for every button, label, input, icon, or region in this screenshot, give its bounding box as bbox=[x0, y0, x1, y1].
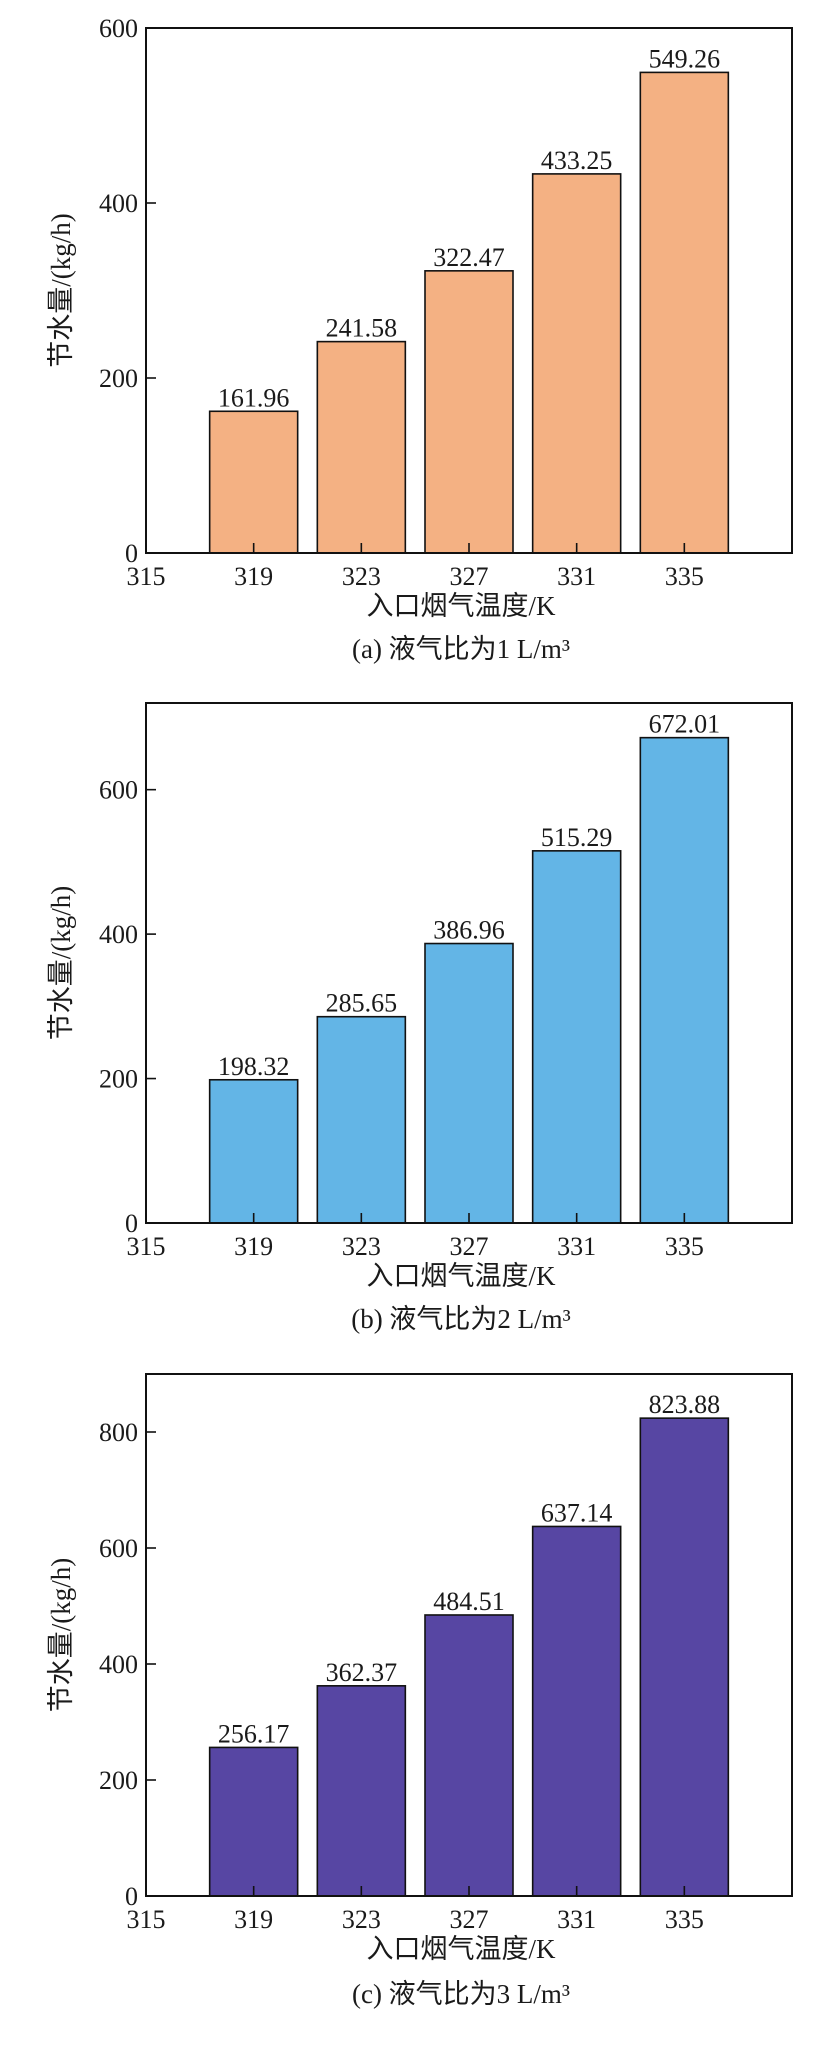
chart-panel-a: 315 319 323 327 331 335 0 200 400 600 161.96 241.58… bbox=[46, 14, 793, 664]
data-label: 637.14 bbox=[541, 1498, 613, 1527]
x-tick-label: 315 bbox=[127, 1905, 166, 1934]
bar bbox=[639, 1417, 730, 1897]
x-tick-label: 323 bbox=[342, 562, 381, 591]
y-tick-label: 200 bbox=[99, 364, 138, 393]
y-axis-title: 节水量/(kg/h) bbox=[46, 886, 76, 1041]
x-tick-label: 319 bbox=[234, 1905, 273, 1934]
data-label: 823.88 bbox=[649, 1390, 721, 1419]
y-tick-label: 0 bbox=[125, 1209, 138, 1238]
x-tick-label: 315 bbox=[127, 1232, 166, 1261]
y-axis-title: 节水量/(kg/h) bbox=[46, 213, 76, 368]
y-tick-label: 800 bbox=[99, 1418, 138, 1447]
data-label: 241.58 bbox=[326, 314, 398, 343]
x-tick-label: 323 bbox=[342, 1905, 381, 1934]
x-tick-label: 327 bbox=[450, 1905, 489, 1934]
y-axis-title: 节水量/(kg/h) bbox=[46, 1558, 76, 1713]
data-label: 515.29 bbox=[541, 823, 613, 852]
x-tick-label: 335 bbox=[665, 1905, 704, 1934]
bar bbox=[208, 1746, 299, 1897]
bar bbox=[639, 736, 730, 1224]
y-tick-label: 200 bbox=[99, 1766, 138, 1795]
x-tick-label: 323 bbox=[342, 1232, 381, 1261]
chart-panel-c: 315 319 323 327 331 335 0 200 400 600 800 256.17 362… bbox=[46, 1373, 793, 2009]
bar bbox=[531, 850, 622, 1224]
panel-caption: (c) 液气比为3 L/m³ bbox=[352, 1979, 570, 2009]
x-tick-label: 327 bbox=[450, 1232, 489, 1261]
y-tick-label: 600 bbox=[99, 1534, 138, 1563]
data-label: 285.65 bbox=[326, 989, 398, 1018]
x-tick-label: 319 bbox=[234, 562, 273, 591]
data-label: 484.51 bbox=[433, 1587, 505, 1616]
data-label: 386.96 bbox=[433, 916, 505, 945]
bar bbox=[531, 173, 622, 554]
y-tick-label: 400 bbox=[99, 189, 138, 218]
y-tick-label: 600 bbox=[99, 776, 138, 805]
x-tick-label: 315 bbox=[127, 562, 166, 591]
y-tick-label: 200 bbox=[99, 1065, 138, 1094]
bar bbox=[208, 1078, 299, 1224]
x-axis-title: 入口烟气温度/K bbox=[367, 591, 557, 621]
x-tick-label: 331 bbox=[557, 1232, 596, 1261]
data-label: 362.37 bbox=[326, 1658, 398, 1687]
x-axis-title: 入口烟气温度/K bbox=[367, 1261, 557, 1291]
y-tick-label: 0 bbox=[125, 539, 138, 568]
data-label: 672.01 bbox=[649, 710, 721, 739]
bar bbox=[316, 1685, 407, 1897]
panel-caption: (b) 液气比为2 L/m³ bbox=[351, 1304, 571, 1334]
bar bbox=[316, 340, 407, 554]
y-tick-label: 0 bbox=[125, 1882, 138, 1911]
chart-panel-b: 315 319 323 327 331 335 0 200 400 600 198.32 285.65… bbox=[46, 702, 793, 1334]
bar bbox=[424, 1614, 514, 1897]
bar bbox=[531, 1525, 622, 1897]
bar bbox=[639, 71, 730, 554]
data-label: 198.32 bbox=[218, 1052, 290, 1081]
x-tick-label: 331 bbox=[557, 562, 596, 591]
x-tick-label: 335 bbox=[665, 562, 704, 591]
x-tick-label: 327 bbox=[450, 562, 489, 591]
data-label: 322.47 bbox=[433, 243, 505, 272]
bar bbox=[424, 942, 514, 1224]
data-label: 549.26 bbox=[649, 44, 721, 73]
bar bbox=[316, 1015, 407, 1224]
y-tick-label: 400 bbox=[99, 1650, 138, 1679]
y-tick-label: 600 bbox=[99, 14, 138, 43]
x-tick-label: 319 bbox=[234, 1232, 273, 1261]
data-label: 161.96 bbox=[218, 383, 290, 412]
x-tick-label: 335 bbox=[665, 1232, 704, 1261]
x-tick-label: 331 bbox=[557, 1905, 596, 1934]
bar bbox=[208, 410, 299, 554]
x-axis-title: 入口烟气温度/K bbox=[367, 1934, 557, 1964]
bar bbox=[424, 270, 514, 554]
data-label: 256.17 bbox=[218, 1719, 290, 1748]
y-tick-label: 400 bbox=[99, 920, 138, 949]
panel-caption: (a) 液气比为1 L/m³ bbox=[352, 634, 570, 664]
data-label: 433.25 bbox=[541, 146, 613, 175]
